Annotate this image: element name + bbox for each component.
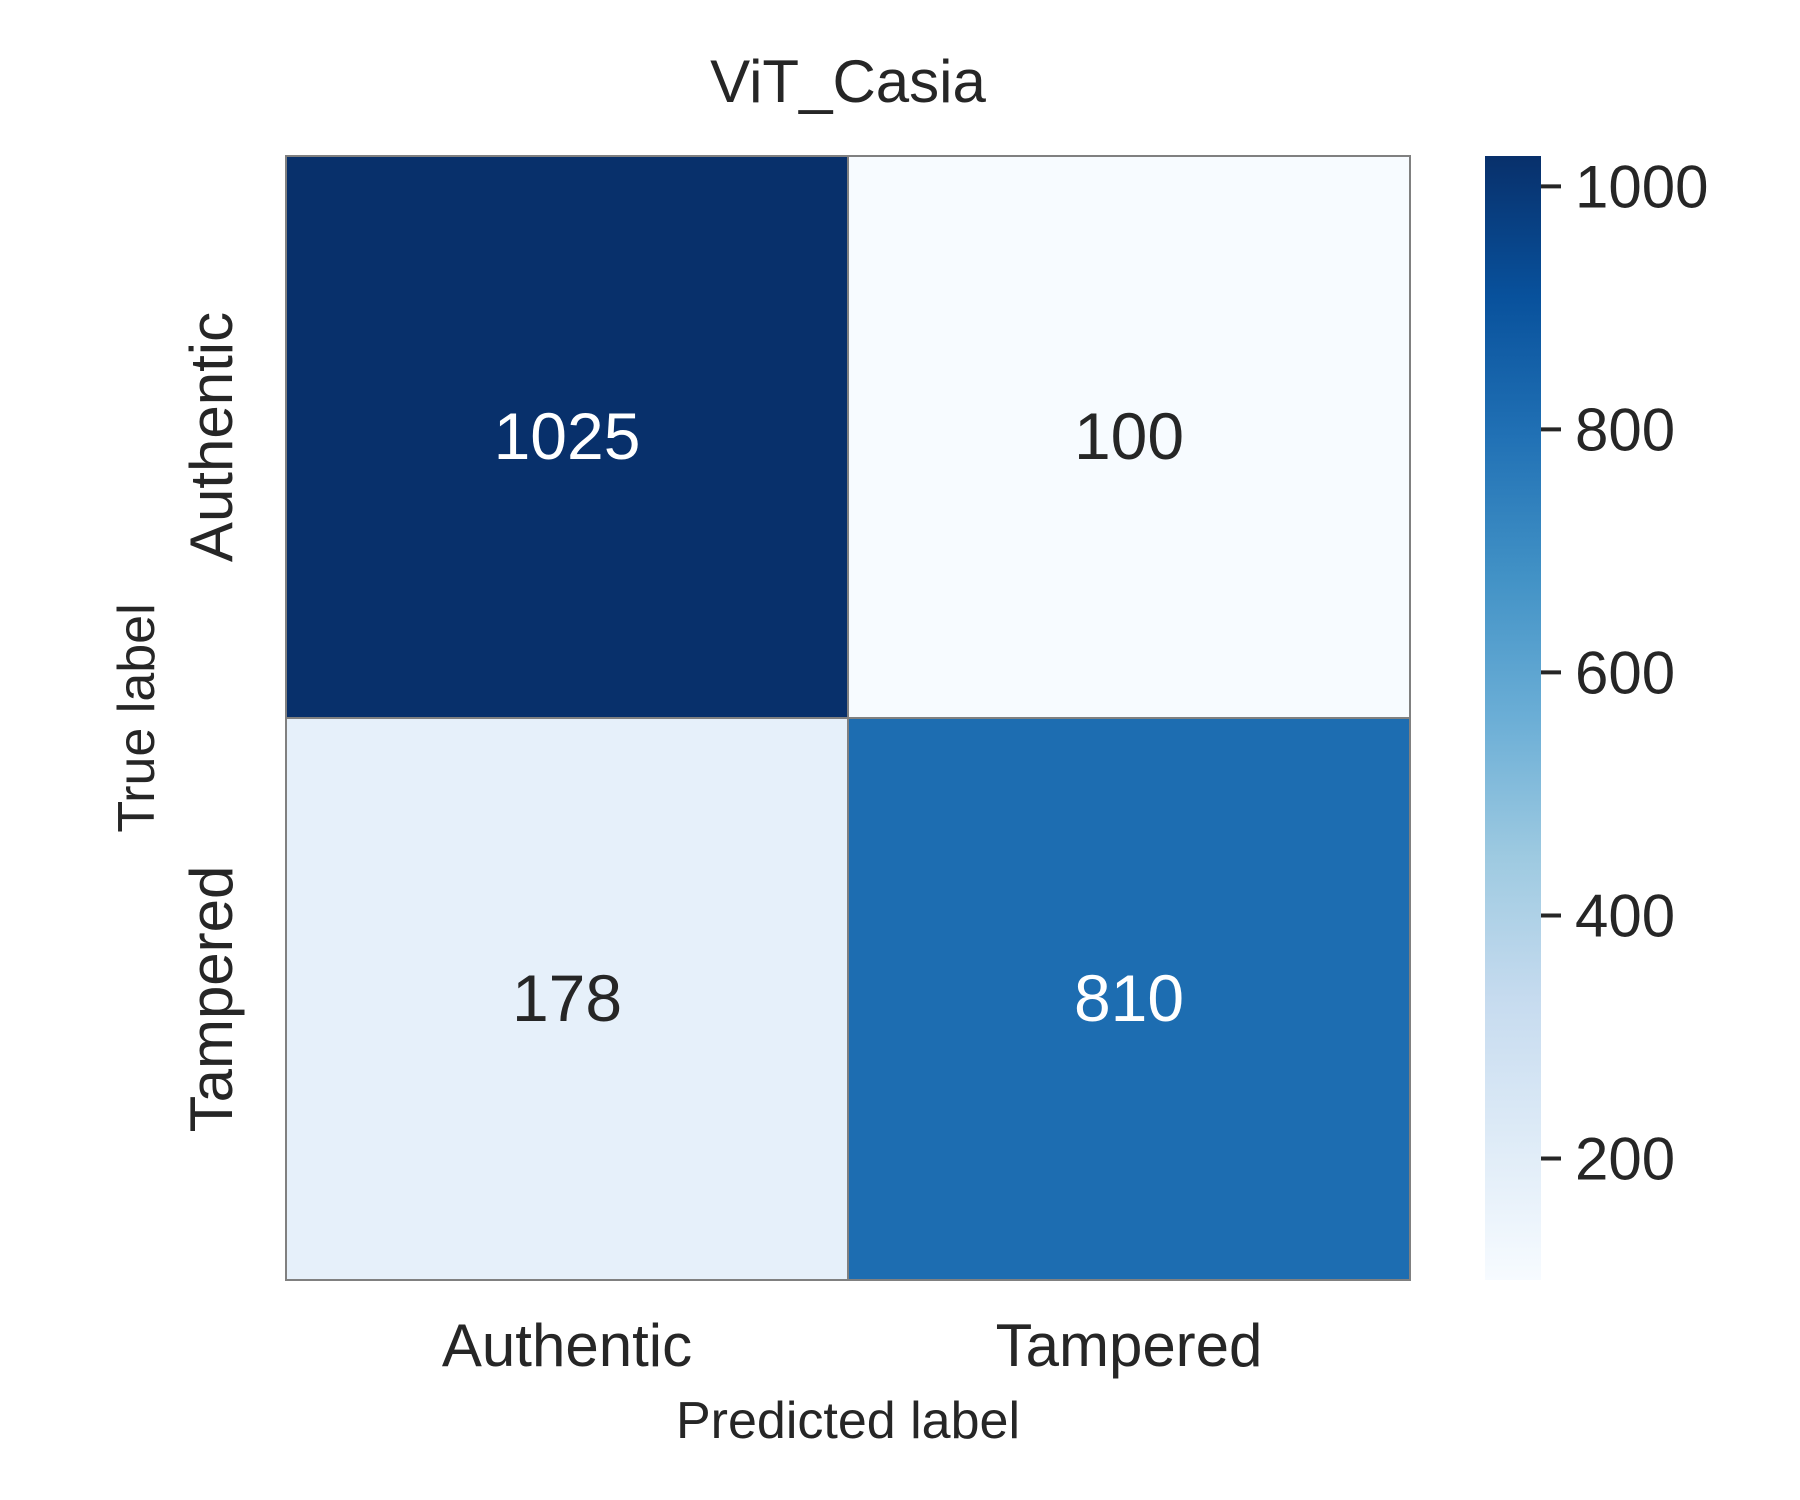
heatmap-cell <box>847 155 1411 719</box>
cell-value-label: 810 <box>1074 961 1184 1035</box>
colorbar-ticks: 200 400 600 800 1000 <box>1541 153 1708 1192</box>
x-tick-label: Authentic <box>442 1312 692 1379</box>
cell-value-label: 178 <box>512 961 622 1035</box>
cell-value-label: 1025 <box>494 399 641 473</box>
colorbar-tick-label: 1000 <box>1575 153 1708 220</box>
y-tick-label: Authentic <box>178 312 245 562</box>
heatmap-cell <box>285 717 849 1281</box>
colorbar-tick-label: 400 <box>1575 882 1675 949</box>
colorbar-tick-label: 800 <box>1575 396 1675 463</box>
y-tick-label: Tampered <box>178 866 245 1133</box>
y-tick-labels: Authentic Tampered <box>178 312 245 1132</box>
y-axis-label: True label <box>108 603 166 832</box>
heatmap-cell-labels: 1025 100 178 810 <box>494 399 1184 1035</box>
cell-value-label: 100 <box>1074 399 1184 473</box>
colorbar-tick-label: 200 <box>1575 1125 1675 1192</box>
heatmap-cell <box>847 717 1411 1281</box>
x-tick-label: Tampered <box>996 1312 1263 1379</box>
colorbar-tick-label: 600 <box>1575 639 1675 706</box>
heatmap-cell <box>285 155 849 719</box>
colorbar <box>1485 156 1541 1280</box>
x-tick-labels: Authentic Tampered <box>442 1312 1262 1379</box>
heatmap-cells <box>285 155 1411 1281</box>
chart-title: ViT_Casia <box>710 48 986 115</box>
x-axis-label: Predicted label <box>676 1392 1020 1450</box>
heatmap-frame <box>285 155 1411 1281</box>
